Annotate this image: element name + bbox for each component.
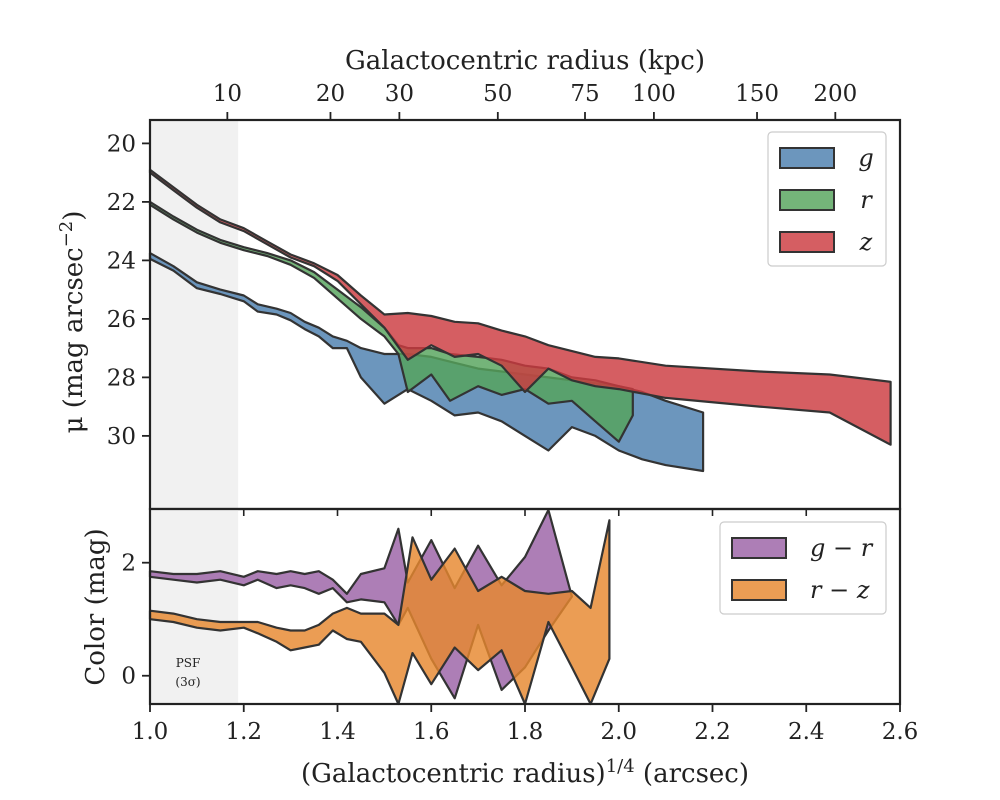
legend-label-g-minus-r: g − r (810, 534, 874, 562)
psf-region-bottom (150, 509, 239, 704)
kpc-tick-label: 100 (632, 81, 676, 107)
kpc-tick-label: 75 (570, 81, 599, 107)
x-axis-title: (Galactocentric radius)1/4 (arcsec) (301, 756, 749, 790)
psf-note-line1: PSF (176, 656, 201, 670)
bottom-x-axis-ticks: 1.0 1.2 1.4 1.6 1.8 2.0 2.2 2.4 2.6 (132, 704, 919, 745)
band-z (148, 168, 892, 446)
color-bands (148, 508, 611, 706)
legend-swatch-g-minus-r (731, 537, 787, 559)
magnitude-bands (148, 168, 892, 473)
color-panel: 02 1.0 1.2 1.4 1.6 1.8 2.0 2.2 2.4 2.6 PSF (3σ) … (81, 507, 919, 745)
legend-label-z: z (859, 228, 873, 256)
bottom-y-axis-ticks: 02 (121, 551, 150, 690)
y-tick-label: 26 (107, 307, 136, 333)
y-tick-label: 22 (107, 190, 136, 216)
legend-swatch-z (779, 231, 835, 253)
x-tick-label: 2.2 (694, 719, 731, 745)
bottom-legend: g − r r − z (719, 521, 887, 615)
x-tick-label: 1.2 (225, 719, 262, 745)
kpc-tick-label: 20 (316, 81, 345, 107)
top-y-axis-title: μ (mag arcsec−2) (56, 211, 90, 434)
kpc-tick-label: 30 (385, 81, 414, 107)
y-tick-label: 30 (107, 424, 136, 450)
x-tick-label: 2.0 (600, 719, 637, 745)
kpc-tick-label: 50 (483, 81, 512, 107)
top-x-axis-title: Galactocentric radius (kpc) (345, 46, 705, 76)
legend-swatch-r (779, 189, 835, 211)
band-r-minus-z (148, 519, 611, 706)
y-tick-label: 24 (107, 248, 136, 274)
y-tick-label: 20 (107, 131, 136, 157)
y-tick-label: 0 (121, 664, 136, 690)
legend-label-g: g (858, 144, 873, 172)
kpc-tick-label: 10 (213, 81, 242, 107)
kpc-tick-label: 200 (813, 81, 857, 107)
top-kpc-axis-ticks: 10 20 30 50 75 100 150 200 (213, 81, 857, 120)
bottom-y-axis-title: Color (mag) (81, 528, 111, 685)
x-tick-label: 1.4 (319, 719, 356, 745)
y-tick-label: 2 (121, 551, 136, 577)
x-tick-label: 2.4 (788, 719, 825, 745)
x-tick-label: 1.0 (132, 719, 169, 745)
x-tick-label: 2.6 (882, 719, 919, 745)
top-legend: grz (767, 131, 887, 267)
kpc-tick-label: 150 (735, 81, 779, 107)
top-y-axis-ticks: 20 22 24 26 28 30 (107, 131, 150, 450)
band-r (148, 200, 634, 443)
psf-note-line2: (3σ) (175, 675, 200, 689)
y-tick-label: 28 (107, 365, 136, 391)
x-tick-label: 1.8 (507, 719, 544, 745)
x-tick-label: 1.6 (413, 719, 450, 745)
surface-brightness-panel: 20 22 24 26 28 30 10 20 30 50 75 100 150 200 μ (mag … (56, 81, 902, 516)
legend-swatch-g (779, 147, 835, 169)
legend-label-r: r (860, 186, 873, 214)
legend-swatch-r-minus-z (731, 579, 787, 601)
legend-label-r-minus-z: r − z (810, 576, 870, 604)
